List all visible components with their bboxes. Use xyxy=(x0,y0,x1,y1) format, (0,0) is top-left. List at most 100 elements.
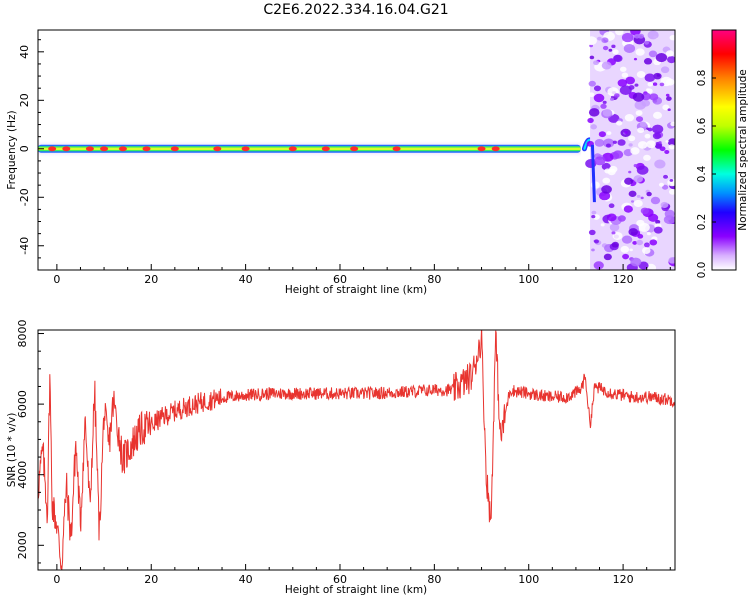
noise-blob xyxy=(624,113,635,122)
noise-blob xyxy=(647,82,653,87)
noise-blob xyxy=(644,133,651,139)
spectrogram-ytick-label: 20 xyxy=(18,93,31,107)
noise-blob xyxy=(638,222,650,232)
noise-blob xyxy=(610,97,615,101)
noise-blob xyxy=(665,93,670,97)
noise-blob xyxy=(601,61,612,70)
noise-blob xyxy=(588,92,595,98)
noise-blob xyxy=(621,235,633,244)
snr-ytick-label: 2000 xyxy=(16,531,29,559)
noise-blob xyxy=(621,32,634,43)
noise-blob xyxy=(658,141,662,144)
noise-blob xyxy=(648,50,658,58)
noise-blob xyxy=(624,177,634,185)
snr-xlabel: Height of straight line (km) xyxy=(285,584,427,596)
noise-blob xyxy=(606,213,617,222)
noise-blob xyxy=(594,139,605,147)
ridge-hotspot xyxy=(477,146,486,152)
noise-blob xyxy=(612,49,619,55)
noise-blob xyxy=(632,92,645,102)
noise-blob xyxy=(608,48,613,52)
colorbar-tick-label: 0.6 xyxy=(696,117,708,134)
noise-blob xyxy=(644,73,656,82)
snr-xtick-label: 100 xyxy=(518,573,539,586)
spectrogram-xtick-label: 120 xyxy=(613,273,634,286)
colorbar-gradient xyxy=(711,29,737,271)
ridge-dip-tail xyxy=(590,144,596,203)
colorbar-tick-label: 0.4 xyxy=(696,165,708,182)
noise-blob xyxy=(670,121,675,127)
noise-blob xyxy=(665,78,675,86)
ridge-hotspot xyxy=(170,146,179,152)
snr-ytick-label: 8000 xyxy=(16,320,29,348)
noise-blob xyxy=(597,36,602,41)
noise-blob xyxy=(598,131,606,138)
noise-blob xyxy=(653,226,663,234)
spectrogram-heatmap xyxy=(38,30,675,270)
spectrogram-xlabel: Height of straight line (km) xyxy=(285,284,427,296)
noise-blob xyxy=(608,203,615,209)
noise-blob xyxy=(601,37,609,44)
colorbar-tick-label: 0.2 xyxy=(696,214,708,231)
noise-blob xyxy=(633,57,638,61)
spectrogram-ytick-label: -40 xyxy=(18,237,31,255)
noise-blob xyxy=(593,239,600,244)
noise-blob xyxy=(590,124,597,130)
noise-blob xyxy=(668,144,675,150)
noise-blob xyxy=(612,140,617,144)
noise-blob xyxy=(611,231,616,235)
noise-blob xyxy=(669,35,675,41)
noise-blob xyxy=(636,239,644,246)
noise-blob xyxy=(614,93,620,98)
noise-blob xyxy=(593,85,602,92)
colorbar: 0.0 0.2 0.4 0.6 0.8 Normalized spectral ampl… xyxy=(696,29,749,278)
noise-blob xyxy=(640,207,650,215)
noise-blob xyxy=(588,80,596,87)
spectrogram-xtick-label: 40 xyxy=(239,273,253,286)
noise-blob xyxy=(653,111,663,119)
spectrogram-ytick-label: 0 xyxy=(18,145,31,152)
ridge-hotspot xyxy=(118,146,127,152)
noise-blob xyxy=(652,82,658,86)
colorbar-label: Normalized spectral amplitude xyxy=(737,69,749,230)
spectrogram-xtick-label: 80 xyxy=(427,273,441,286)
spectrogram-ylabel: Frequency (Hz) xyxy=(6,110,18,189)
noise-blob xyxy=(612,150,624,159)
noise-blob xyxy=(621,72,629,78)
noise-blob xyxy=(611,44,616,49)
noise-blob xyxy=(661,184,669,190)
noise-blob xyxy=(630,257,642,267)
noise-blob xyxy=(659,82,665,87)
ridge-hotspot xyxy=(392,146,401,152)
ridge-hotspot xyxy=(241,146,250,152)
noise-blob xyxy=(666,96,672,101)
noise-blob xyxy=(593,93,605,103)
spectrogram-xtick-label: 100 xyxy=(518,273,539,286)
noise-blob xyxy=(594,156,606,166)
ridge-hotspot xyxy=(85,146,94,152)
noise-blob xyxy=(636,165,649,175)
ridge-hotspot xyxy=(321,146,330,152)
noise-blob xyxy=(647,30,659,40)
noise-blob xyxy=(613,54,623,63)
noise-blob xyxy=(664,149,670,154)
noise-blob xyxy=(667,56,675,64)
snr-xtick-label: 40 xyxy=(239,573,253,586)
noise-blob xyxy=(669,178,674,182)
noise-blob xyxy=(667,138,675,147)
noise-blob xyxy=(660,201,669,209)
noise-blob xyxy=(640,196,644,200)
noise-blob xyxy=(609,223,620,232)
snr-ylabel: SNR (10 * v/v) xyxy=(6,413,18,488)
noise-blob xyxy=(650,196,661,205)
noise-blob xyxy=(600,103,607,109)
noise-blob xyxy=(602,138,615,148)
noise-blob xyxy=(615,30,624,36)
ridge-hotspot xyxy=(288,146,297,152)
noise-blob xyxy=(587,117,594,123)
noise-blob xyxy=(602,45,609,51)
noise-blob xyxy=(635,110,643,116)
snr-ytick-label: 4000 xyxy=(16,461,29,489)
noise-blob xyxy=(601,162,611,171)
ridge-hotspot xyxy=(100,146,109,152)
